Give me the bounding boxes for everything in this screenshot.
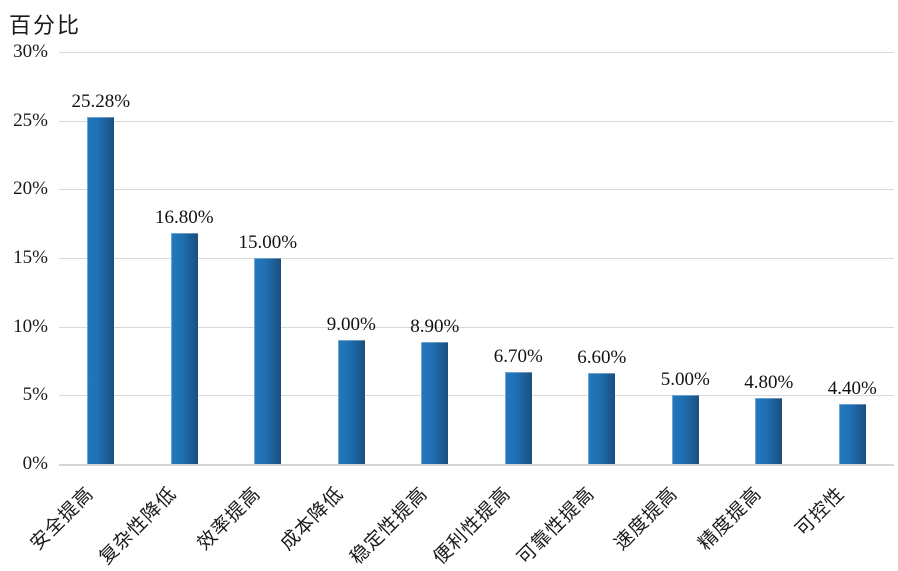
bar-value-label: 25.28% (71, 90, 131, 112)
bar-value-label: 15.00% (238, 232, 298, 253)
bar-可靠性提高 (588, 373, 616, 464)
y-tick-label: 0% (22, 453, 48, 474)
bar-value-label: 8.90% (410, 315, 460, 337)
bar-效率提高 (254, 258, 282, 464)
gridline-25% (59, 120, 894, 122)
y-tick-label: 10% (13, 315, 48, 337)
gridline-30% (59, 52, 894, 53)
bar-可控性 (838, 403, 866, 464)
y-tick-label: 25% (13, 109, 48, 131)
bar-稳定性提高 (421, 341, 449, 464)
bar-value-label: 6.60% (577, 347, 627, 369)
bar-value-label: 5.00% (660, 369, 710, 391)
x-tick-label: 安全提高 (26, 483, 98, 555)
y-tick-label: 20% (13, 178, 48, 200)
bar-成本降低 (337, 340, 365, 464)
gridline-20% (59, 189, 894, 191)
bar-便利性提高 (504, 371, 532, 464)
bar-精度提高 (755, 398, 783, 464)
y-tick-label: 5% (22, 384, 48, 406)
bar-安全提高 (87, 116, 115, 464)
bar-value-label: 6.70% (493, 345, 543, 367)
y-tick-label: 30% (13, 41, 48, 62)
gridline-5% (59, 395, 894, 397)
y-tick-label: 15% (13, 247, 48, 268)
bar-value-label: 9.00% (326, 314, 376, 336)
y-axis-title: 百分比 (9, 13, 82, 38)
gridline-15% (59, 258, 894, 259)
bar-复杂性降低 (170, 233, 198, 464)
bar-速度提高 (671, 395, 699, 464)
bar-value-label: 4.80% (744, 372, 794, 394)
gridline-0% (59, 464, 894, 466)
bar-value-label: 16.80% (154, 207, 214, 229)
gridline-10% (59, 326, 894, 328)
bar-value-label: 4.40% (827, 377, 877, 399)
